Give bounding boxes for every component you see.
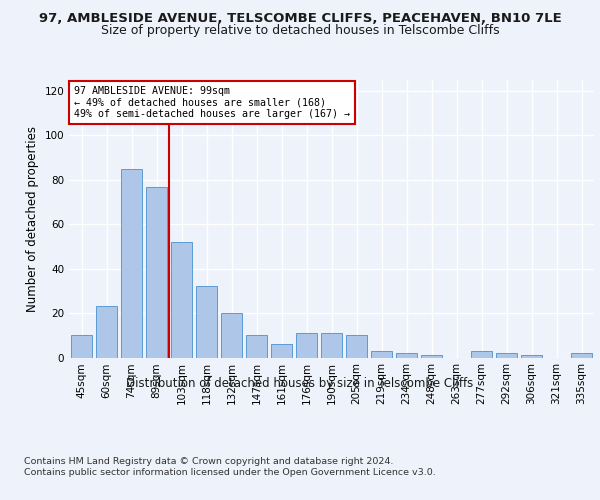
Text: 97, AMBLESIDE AVENUE, TELSCOMBE CLIFFS, PEACEHAVEN, BN10 7LE: 97, AMBLESIDE AVENUE, TELSCOMBE CLIFFS, …	[38, 12, 562, 26]
Bar	[421, 356, 442, 358]
Bar	[396, 353, 417, 358]
Text: Size of property relative to detached houses in Telscombe Cliffs: Size of property relative to detached ho…	[101, 24, 499, 37]
Bar	[96, 306, 117, 358]
Bar	[221, 313, 242, 358]
Bar	[496, 353, 517, 358]
Bar	[171, 242, 192, 358]
Bar	[121, 169, 142, 358]
Y-axis label: Number of detached properties: Number of detached properties	[26, 126, 39, 312]
Text: Contains HM Land Registry data © Crown copyright and database right 2024.
Contai: Contains HM Land Registry data © Crown c…	[24, 458, 436, 477]
Bar	[571, 353, 592, 358]
Bar	[296, 333, 317, 357]
Bar	[71, 336, 92, 357]
Bar	[521, 356, 542, 358]
Bar	[246, 336, 267, 357]
Bar	[371, 351, 392, 358]
Bar	[321, 333, 342, 357]
Bar	[346, 336, 367, 357]
Bar	[471, 351, 492, 358]
Text: 97 AMBLESIDE AVENUE: 99sqm
← 49% of detached houses are smaller (168)
49% of sem: 97 AMBLESIDE AVENUE: 99sqm ← 49% of deta…	[74, 86, 350, 118]
Bar	[196, 286, 217, 358]
Text: Distribution of detached houses by size in Telscombe Cliffs: Distribution of detached houses by size …	[127, 378, 473, 390]
Bar	[146, 186, 167, 358]
Bar	[271, 344, 292, 358]
